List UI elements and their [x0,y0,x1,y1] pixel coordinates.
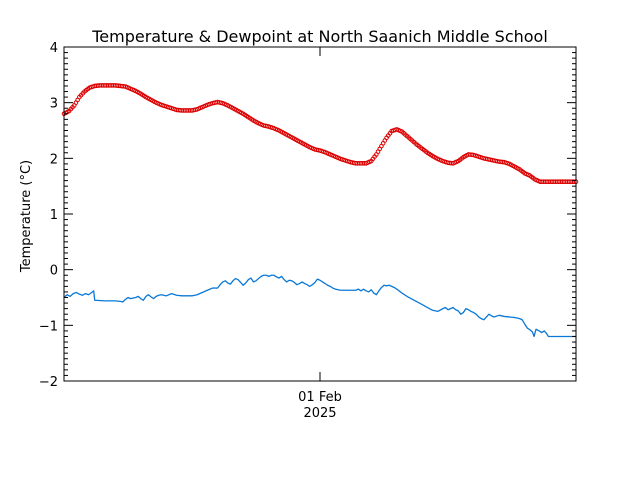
y-tick-label: 3 [50,97,58,112]
x-tick-label: 01 Feb [298,390,342,405]
plot-frame [63,46,577,382]
y-tick-label: 1 [50,208,58,223]
y-tick-label: 4 [50,41,58,56]
y-tick-label: −2 [39,375,58,390]
dewpoint-line [63,274,576,338]
series-1 [63,274,576,338]
series-layer [61,83,579,338]
series-0 [61,83,579,185]
chart-title: Temperature & Dewpoint at North Saanich … [91,27,548,46]
y-tick-label: −1 [39,319,58,334]
y-tick-label: 0 [50,264,58,279]
y-axis-label: Temperature (°C) [19,160,34,273]
x-tick-sublabel: 2025 [303,406,336,421]
y-tick-label: 2 [50,152,58,167]
